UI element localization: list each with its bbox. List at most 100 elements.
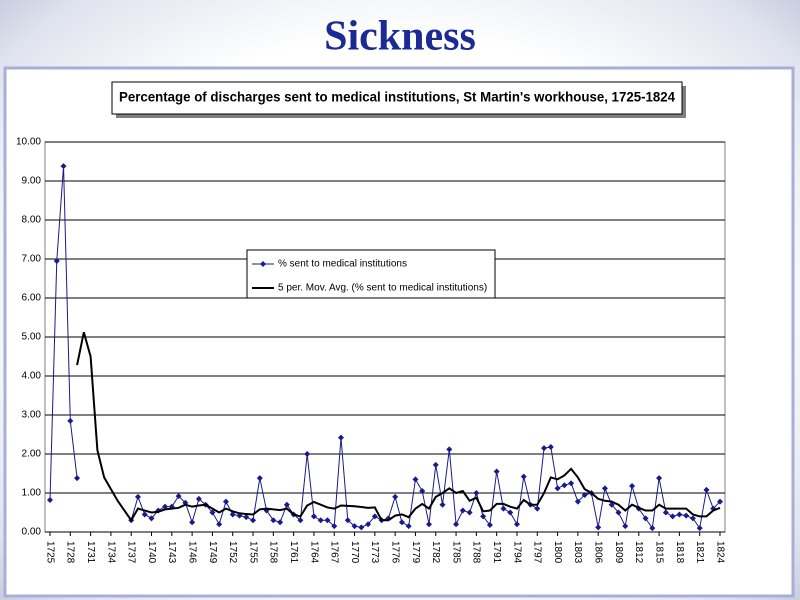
data-point bbox=[344, 517, 351, 524]
x-tick-label: 1725 bbox=[44, 541, 55, 564]
data-point bbox=[662, 509, 669, 516]
data-point bbox=[473, 490, 480, 496]
y-tick-label: 1.00 bbox=[22, 488, 42, 499]
data-point bbox=[554, 485, 561, 492]
data-point bbox=[338, 434, 345, 441]
data-point bbox=[683, 512, 690, 519]
legend-label: 5 per. Mov. Avg. (% sent to medical inst… bbox=[278, 283, 487, 294]
x-tick-label: 1785 bbox=[450, 541, 461, 564]
data-point bbox=[568, 480, 575, 487]
x-tick-label: 1752 bbox=[227, 541, 238, 564]
data-point bbox=[365, 521, 372, 528]
chart-title-box bbox=[111, 81, 683, 115]
data-point bbox=[439, 501, 446, 508]
x-tick-label: 1812 bbox=[633, 541, 644, 564]
data-point bbox=[250, 517, 257, 524]
data-point bbox=[162, 503, 169, 510]
data-point bbox=[534, 505, 541, 512]
data-point bbox=[541, 445, 548, 452]
data-point bbox=[689, 515, 696, 522]
legend-box bbox=[246, 249, 496, 299]
data-point bbox=[507, 509, 514, 516]
data-point bbox=[453, 521, 460, 528]
data-point bbox=[270, 517, 277, 524]
y-tick-label: 10.00 bbox=[16, 137, 41, 148]
x-tick-label: 1791 bbox=[491, 541, 502, 564]
data-point bbox=[134, 493, 141, 500]
data-point bbox=[371, 513, 378, 520]
data-point bbox=[480, 513, 487, 520]
y-tick-label: 6.00 bbox=[22, 293, 42, 304]
data-point bbox=[216, 521, 223, 528]
data-point bbox=[175, 493, 182, 500]
data-point bbox=[432, 461, 439, 468]
data-point bbox=[317, 517, 324, 524]
legend-marker bbox=[260, 261, 266, 267]
data-point bbox=[412, 476, 419, 483]
data-point bbox=[581, 491, 588, 498]
data-point bbox=[229, 511, 236, 518]
data-point bbox=[486, 521, 493, 528]
data-point bbox=[703, 486, 710, 493]
data-point bbox=[405, 523, 412, 530]
series-line bbox=[76, 332, 721, 523]
data-point bbox=[74, 475, 81, 482]
data-point bbox=[189, 519, 196, 526]
x-tick-label: 1770 bbox=[349, 541, 360, 564]
data-point bbox=[656, 475, 663, 482]
legend: % sent to medical institutions 5 per. Mov… bbox=[252, 259, 487, 294]
data-point bbox=[195, 495, 202, 502]
data-point bbox=[297, 517, 304, 524]
data-point bbox=[358, 524, 365, 531]
data-point bbox=[283, 501, 290, 508]
x-tick-label: 1794 bbox=[511, 541, 522, 564]
data-point bbox=[574, 498, 581, 505]
data-point bbox=[669, 513, 676, 520]
data-point bbox=[466, 509, 473, 516]
data-point bbox=[425, 521, 432, 528]
x-tick-label: 1776 bbox=[390, 541, 401, 564]
data-point bbox=[398, 519, 405, 526]
data-point bbox=[256, 475, 263, 482]
x-tick-label: 1728 bbox=[65, 541, 76, 564]
data-point bbox=[67, 417, 74, 424]
x-tick-label: 1743 bbox=[166, 541, 177, 564]
data-point bbox=[601, 485, 608, 492]
data-point bbox=[696, 525, 703, 532]
x-tick-label: 1824 bbox=[714, 541, 725, 564]
x-tick-label: 1788 bbox=[471, 541, 482, 564]
data-point bbox=[615, 509, 622, 516]
data-point bbox=[493, 468, 500, 475]
x-tick-label: 1764 bbox=[308, 541, 319, 564]
x-tick-label: 1803 bbox=[572, 541, 583, 564]
data-point bbox=[676, 511, 683, 518]
data-point bbox=[148, 515, 155, 522]
data-point bbox=[351, 523, 358, 530]
x-tick-label: 1749 bbox=[207, 541, 218, 564]
y-tick-label: 3.00 bbox=[22, 410, 42, 421]
x-tick-label: 1734 bbox=[105, 541, 116, 564]
data-point bbox=[324, 517, 331, 524]
data-point bbox=[642, 515, 649, 522]
data-point bbox=[392, 493, 399, 500]
x-tick-label: 1755 bbox=[247, 541, 258, 564]
data-point bbox=[649, 525, 656, 532]
y-tick-label: 9.00 bbox=[22, 176, 42, 187]
data-point bbox=[513, 521, 520, 528]
marks bbox=[47, 163, 723, 532]
data-point bbox=[209, 509, 216, 516]
x-tick-label: 1761 bbox=[288, 541, 299, 564]
data-point bbox=[222, 498, 229, 505]
y-tick-label: 0.00 bbox=[22, 527, 42, 538]
data-point bbox=[459, 507, 466, 514]
y-tick-label: 4.00 bbox=[22, 371, 42, 382]
data-point bbox=[60, 163, 67, 170]
data-point bbox=[310, 513, 317, 520]
data-point bbox=[419, 488, 426, 495]
data-point bbox=[717, 498, 723, 505]
x-tick-label: 1737 bbox=[126, 541, 137, 564]
x-tick-label: 1779 bbox=[410, 541, 421, 564]
x-tick-label: 1767 bbox=[329, 541, 340, 564]
